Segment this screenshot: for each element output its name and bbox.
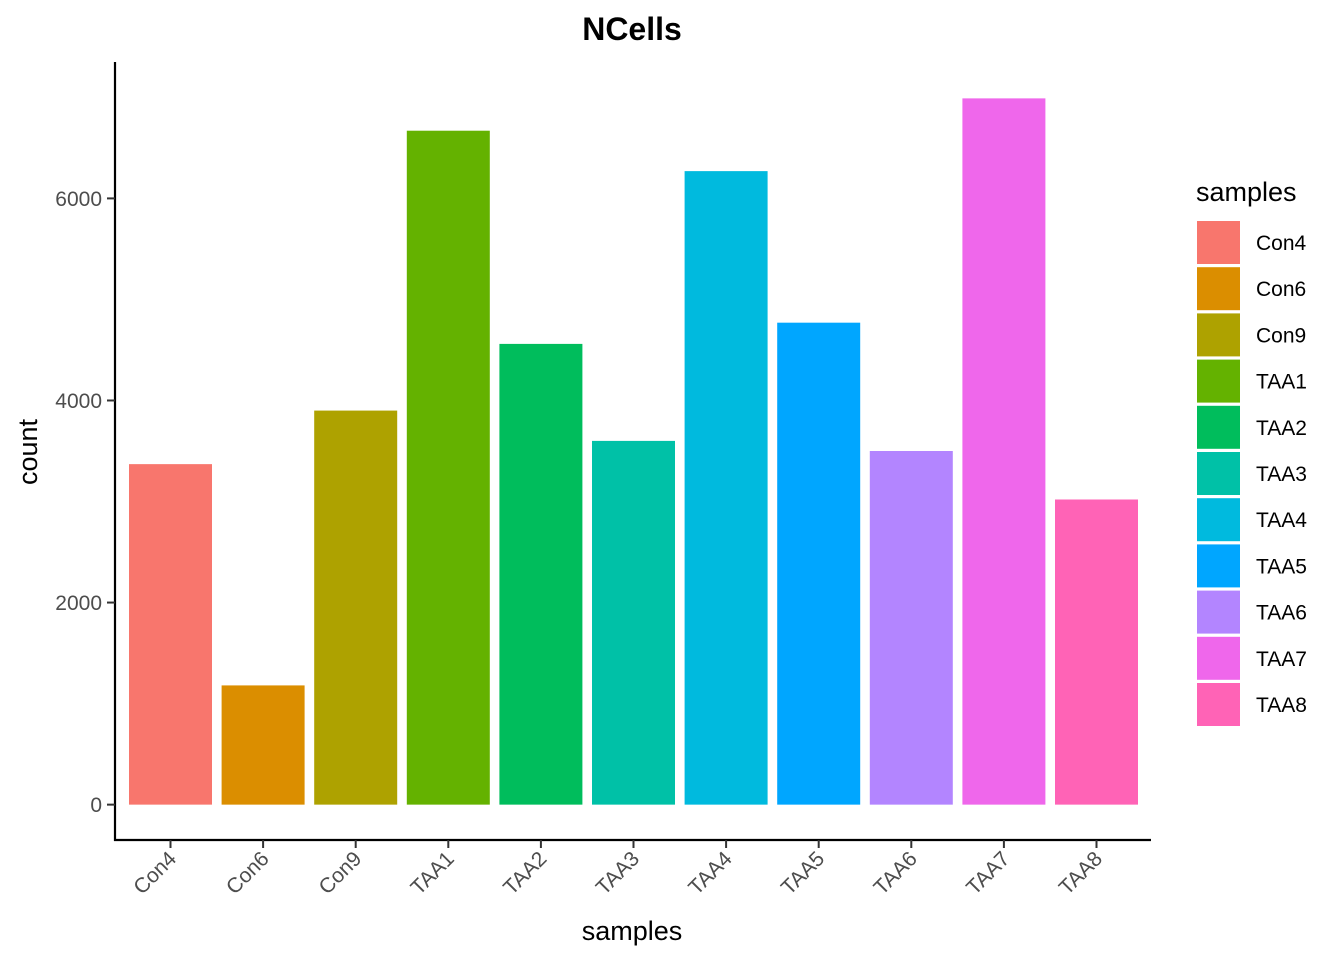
bar-taa5 <box>777 322 861 805</box>
legend: samples Con4 Con6 Con9 TAA1 TAA2 TAA3 TAA4 TAA5… <box>1196 177 1307 726</box>
x-tick-label: Con6 <box>222 847 274 899</box>
legend-label-taa4: TAA4 <box>1256 509 1307 532</box>
bar-taa6 <box>869 451 953 805</box>
legend-key-con9 <box>1197 313 1240 357</box>
legend-label-taa8: TAA8 <box>1256 694 1307 717</box>
y-tick-label: 0 <box>90 794 102 817</box>
bar-taa2 <box>499 343 583 805</box>
legend-key-taa1 <box>1197 359 1240 403</box>
legend-key-taa3 <box>1197 452 1240 495</box>
bar-taa8 <box>1055 499 1138 805</box>
x-tick-label: Con4 <box>129 847 181 899</box>
legend-key-taa8 <box>1197 683 1240 726</box>
x-tick-label: TAA3 <box>592 847 644 899</box>
bar-taa4 <box>684 171 768 805</box>
x-tick-label: TAA8 <box>1055 847 1107 899</box>
x-axis-title: samples <box>582 916 683 946</box>
x-axis-ticks: Con4 Con6 Con9 TAA1 TAA2 TAA3 TAA4 TAA5 TAA6 TAA7… <box>129 840 1107 900</box>
legend-items: Con4 Con6 Con9 TAA1 TAA2 TAA3 TAA4 TAA5 TAA6 TAA7… <box>1197 221 1307 726</box>
legend-label-taa6: TAA6 <box>1256 602 1307 625</box>
legend-key-taa6 <box>1197 590 1240 634</box>
x-tick-label: TAA1 <box>407 847 459 899</box>
legend-key-taa4 <box>1197 498 1240 542</box>
bar-con4 <box>129 464 212 805</box>
legend-label-taa3: TAA3 <box>1256 463 1307 486</box>
legend-key-taa7 <box>1197 636 1240 680</box>
bar-con9 <box>314 410 398 805</box>
chart-title: NCells <box>582 11 682 47</box>
legend-label-taa7: TAA7 <box>1256 648 1307 671</box>
x-tick-label: Con9 <box>314 847 366 899</box>
x-tick-label: TAA2 <box>499 847 551 899</box>
legend-label-con6: Con6 <box>1256 278 1306 301</box>
bar-taa1 <box>406 130 490 805</box>
legend-key-taa5 <box>1197 544 1240 588</box>
legend-label-con4: Con4 <box>1256 232 1307 255</box>
legend-title: samples <box>1196 177 1297 207</box>
y-tick-label: 2000 <box>55 592 102 615</box>
y-axis-ticks: 0 2000 4000 6000 <box>55 188 115 817</box>
x-tick-label: TAA5 <box>777 847 829 899</box>
x-tick-label: TAA4 <box>684 847 737 900</box>
legend-key-taa2 <box>1197 405 1240 449</box>
x-tick-label: TAA7 <box>962 847 1014 899</box>
x-tick-label: TAA6 <box>870 847 922 899</box>
y-axis-title: count <box>13 418 43 485</box>
legend-label-taa5: TAA5 <box>1256 555 1307 578</box>
y-tick-label: 4000 <box>55 390 102 413</box>
legend-label-taa2: TAA2 <box>1256 417 1307 440</box>
bar-con6 <box>221 685 305 805</box>
bars-group <box>129 98 1138 805</box>
legend-label-con9: Con9 <box>1256 324 1306 347</box>
legend-label-taa1: TAA1 <box>1256 371 1307 394</box>
legend-key-con6 <box>1197 267 1240 311</box>
y-tick-label: 6000 <box>55 188 102 211</box>
legend-key-con4 <box>1197 221 1240 264</box>
bar-taa7 <box>962 98 1046 805</box>
bar-taa3 <box>592 440 675 805</box>
